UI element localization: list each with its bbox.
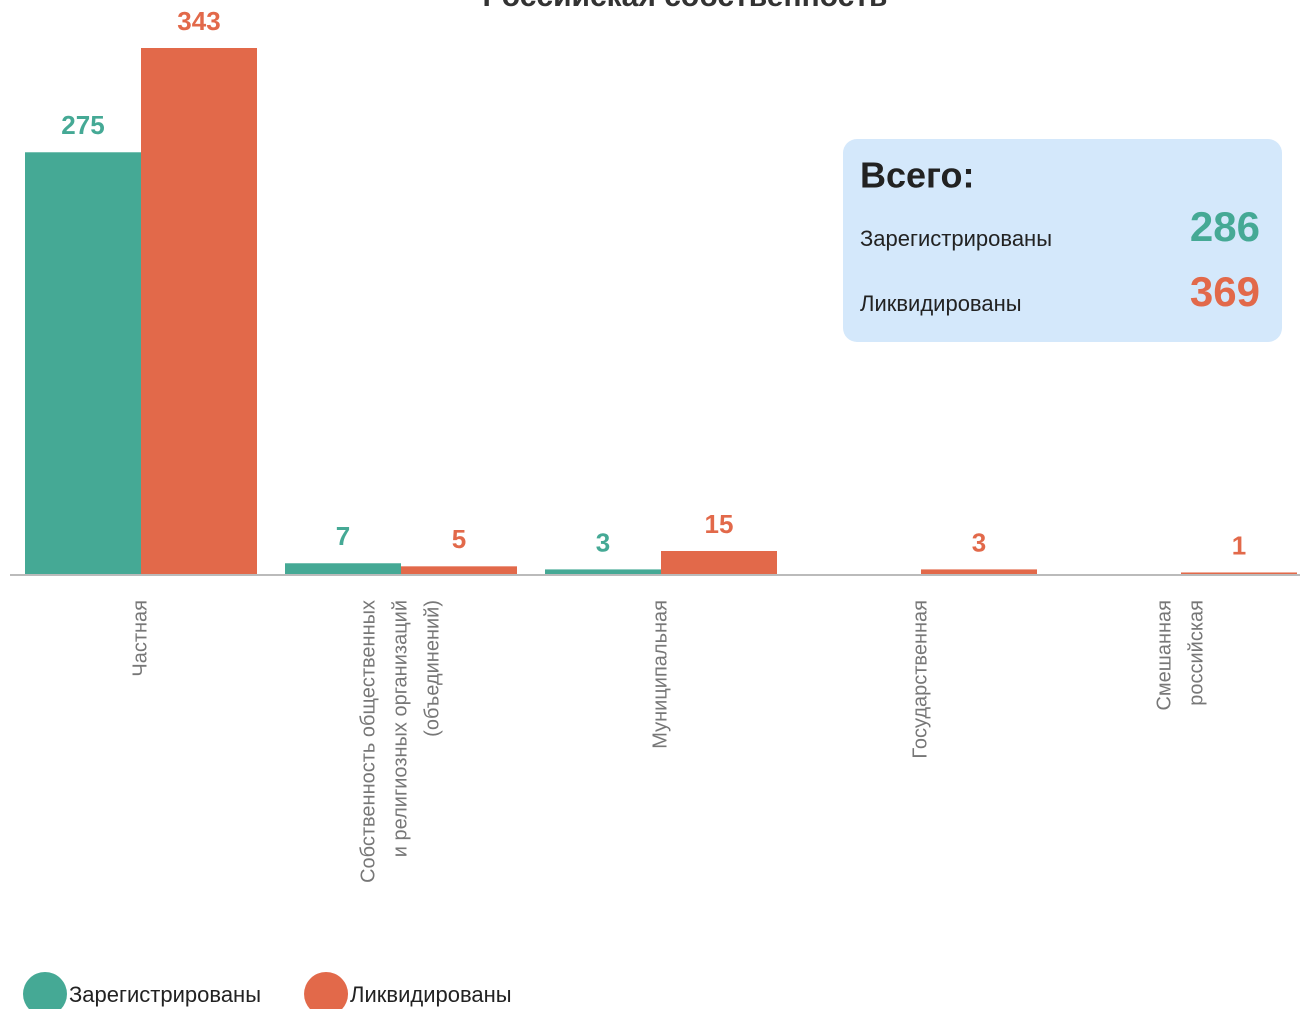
bar bbox=[141, 48, 257, 574]
summary-title: Всего: bbox=[860, 155, 975, 196]
x-tick-label: Частная bbox=[129, 600, 151, 677]
bar bbox=[661, 550, 777, 574]
x-tick-label: и религиозных организаций bbox=[389, 600, 411, 857]
data-label: 7 bbox=[336, 521, 350, 551]
bar bbox=[1181, 572, 1297, 574]
data-label: 15 bbox=[705, 509, 734, 539]
bar bbox=[401, 566, 517, 574]
data-label: 3 bbox=[972, 527, 986, 557]
summary-value: 369 bbox=[1190, 268, 1260, 315]
data-label: 5 bbox=[452, 524, 466, 554]
summary-label: Зарегистрированы bbox=[860, 226, 1052, 251]
data-label: 343 bbox=[177, 6, 220, 36]
data-label: 3 bbox=[596, 527, 610, 557]
summary-box bbox=[843, 139, 1282, 342]
legend-label: Зарегистрированы bbox=[69, 982, 261, 1007]
bar bbox=[545, 569, 661, 574]
chart-title: Российская собственность bbox=[483, 0, 888, 13]
data-label: 1 bbox=[1232, 530, 1246, 560]
legend-swatch bbox=[23, 972, 67, 1009]
x-tick-label: Государственная bbox=[909, 600, 931, 759]
data-label: 275 bbox=[61, 110, 104, 140]
x-tick-label: Смешанная bbox=[1153, 600, 1175, 711]
legend-label: Ликвидированы bbox=[350, 982, 512, 1007]
bar bbox=[921, 569, 1037, 574]
x-tick-label: Собственность общественных bbox=[357, 600, 379, 883]
bar bbox=[285, 563, 401, 574]
bar bbox=[25, 152, 141, 574]
summary-label: Ликвидированы bbox=[860, 291, 1022, 316]
legend-swatch bbox=[304, 972, 349, 1009]
summary-value: 286 bbox=[1190, 203, 1260, 250]
x-tick-label: Муниципальная bbox=[649, 600, 671, 749]
x-tick-label: российская bbox=[1185, 600, 1207, 706]
x-tick-label: (объединений) bbox=[421, 600, 443, 737]
